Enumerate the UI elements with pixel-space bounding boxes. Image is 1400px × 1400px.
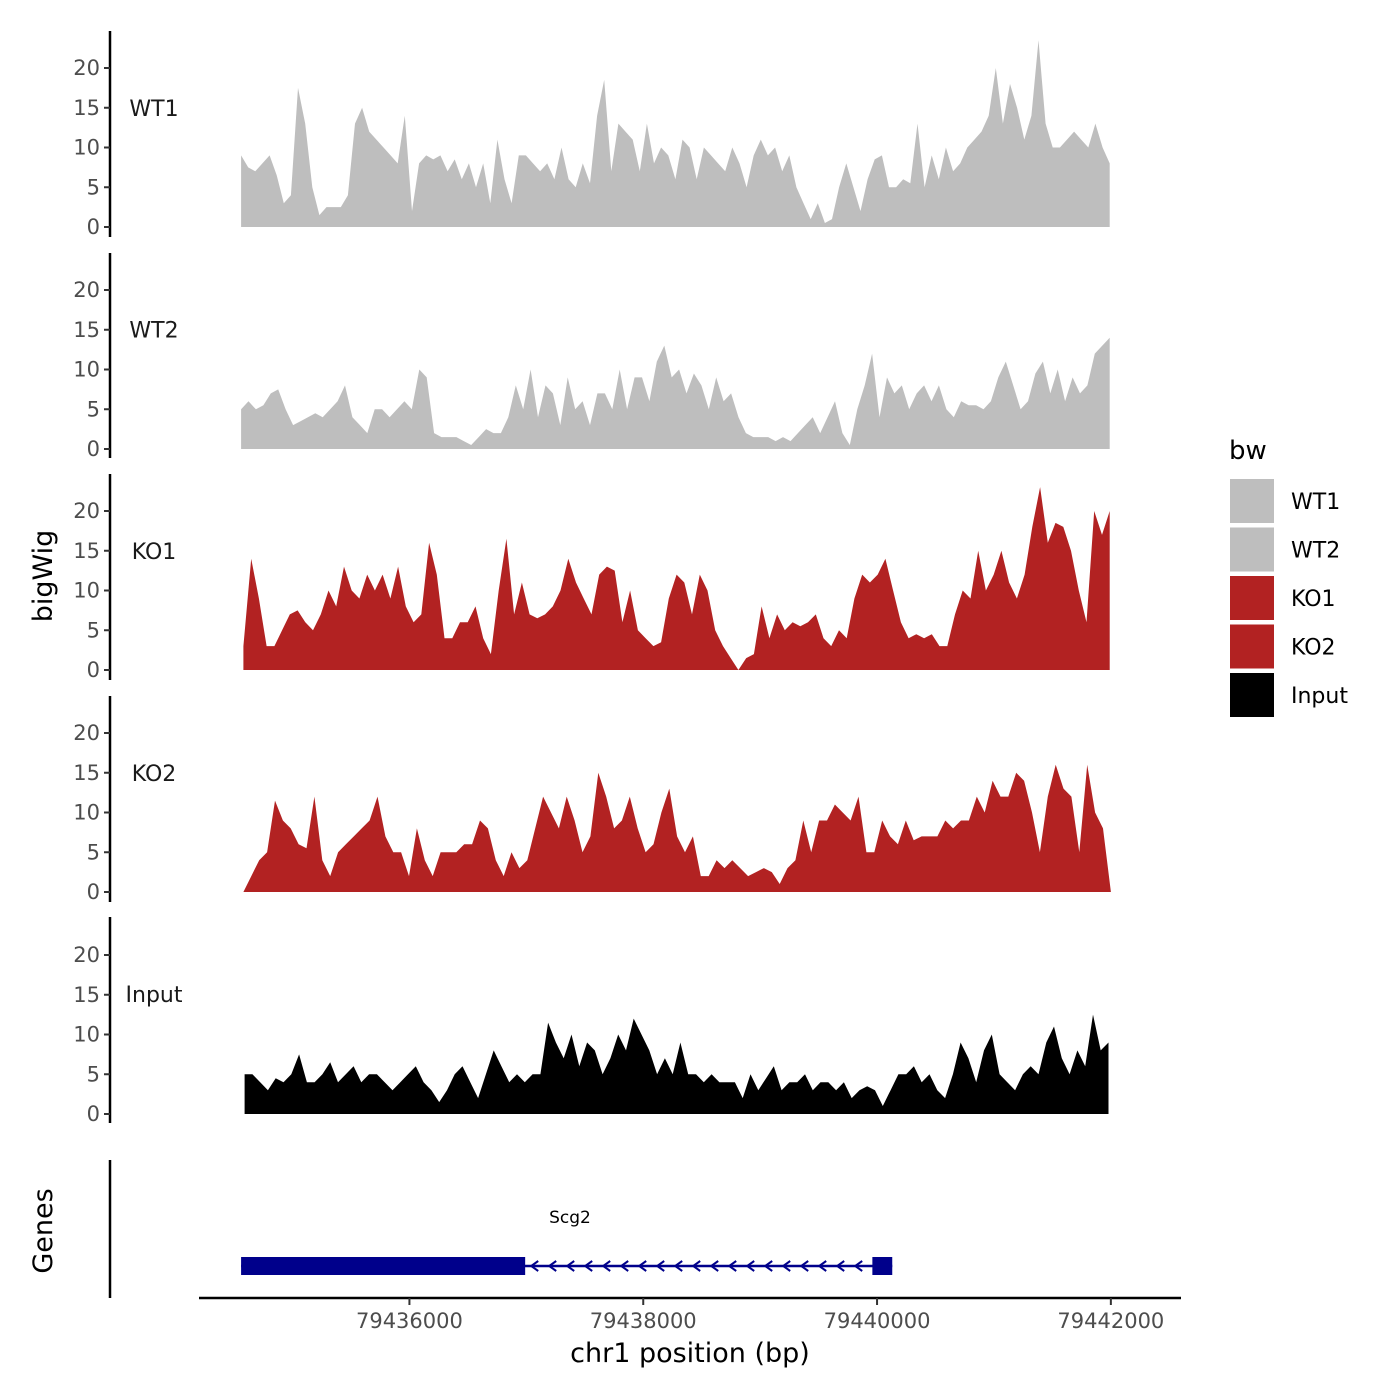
track-label: WT2 [129, 319, 178, 344]
track-wt2: 0 5 10 15 20 WT2 [73, 253, 1110, 461]
y-tick-label: 20 [73, 56, 100, 80]
track-wt1: 0 5 10 15 20 WT1 [73, 31, 1110, 239]
y-tick-label: 10 [73, 801, 100, 825]
legend-key-ko1 [1230, 576, 1274, 620]
y-tick-label: 0 [87, 880, 100, 904]
gene-label: Scg2 [549, 1208, 591, 1228]
y-tick-label: 20 [73, 943, 100, 967]
x-axis-title: chr1 position (bp) [570, 1338, 810, 1369]
y-tick-label: 10 [73, 358, 100, 382]
strand-arrow [745, 1260, 755, 1272]
track-label: WT1 [129, 97, 178, 122]
y-tick-label: 0 [87, 1102, 100, 1126]
y-tick-label: 10 [73, 1023, 100, 1047]
y-tick-label: 10 [73, 579, 100, 603]
strand-arrow [673, 1260, 683, 1272]
y-tick-label: 15 [73, 761, 100, 785]
y-tick-label: 5 [87, 1062, 100, 1086]
legend-key-ko2 [1230, 624, 1274, 669]
legend-label-ko2: KO2 [1291, 636, 1336, 661]
legend-label-wt2: WT2 [1291, 539, 1340, 564]
y-tick-label: 15 [73, 96, 100, 120]
strand-arrow [601, 1260, 611, 1272]
genes-panel: Scg2 [108, 1160, 893, 1298]
legend-key-wt1 [1230, 479, 1274, 523]
y-axis-title: bigWig [28, 530, 59, 623]
track-label: KO2 [132, 762, 177, 787]
strand-arrow [655, 1260, 665, 1272]
strand-arrow [583, 1260, 593, 1272]
y-tick-label: 20 [73, 499, 100, 523]
strand-arrow [565, 1260, 575, 1272]
legend: WT1 WT2 KO1 KO2 Input [1230, 479, 1348, 717]
y-tick-label: 20 [73, 721, 100, 745]
strand-arrow [709, 1260, 719, 1272]
y-tick-label: 0 [87, 658, 100, 682]
y-tick-label: 15 [73, 983, 100, 1007]
legend-label-wt1: WT1 [1291, 490, 1340, 515]
y-tick-label: 5 [87, 397, 100, 421]
x-tick-label: 79438000 [590, 1309, 697, 1333]
genes-axis-title: Genes [28, 1188, 59, 1273]
y-tick-label: 15 [73, 539, 100, 563]
y-tick-label: 5 [87, 840, 100, 864]
legend-key-input [1230, 673, 1274, 717]
y-tick-label: 0 [87, 215, 100, 239]
strand-arrow [529, 1260, 539, 1272]
gene-exon-1 [241, 1257, 526, 1275]
track-ko2: 0 5 10 15 20 KO2 [73, 696, 1111, 904]
legend-label-ko1: KO1 [1291, 587, 1336, 612]
y-tick-label: 20 [73, 278, 100, 302]
x-tick-label: 79436000 [356, 1309, 463, 1333]
signal-area-input [244, 1014, 1109, 1114]
legend-label-input: Input [1291, 684, 1348, 709]
signal-area-ko1 [243, 487, 1110, 670]
x-tick-label: 79440000 [824, 1309, 931, 1333]
x-axis: 79436000 79438000 79440000 79442000 [199, 1296, 1181, 1333]
strand-arrow [817, 1260, 827, 1272]
gene-exon-2 [872, 1257, 893, 1275]
strand-arrow [853, 1260, 863, 1272]
strand-arrow [547, 1260, 557, 1272]
signal-area-wt2 [241, 337, 1110, 449]
strand-arrow [799, 1260, 809, 1272]
legend-title: bw [1229, 436, 1267, 466]
track-label: Input [126, 983, 183, 1008]
track-input: 0 5 10 15 20 Input [73, 917, 1109, 1126]
strand-arrow [619, 1260, 629, 1272]
signal-area-wt1 [241, 40, 1110, 228]
y-tick-label: 5 [87, 618, 100, 642]
strand-arrow [763, 1260, 773, 1272]
strand-arrow [691, 1260, 701, 1272]
legend-key-wt2 [1230, 527, 1274, 572]
y-tick-label: 15 [73, 318, 100, 342]
strand-arrow [727, 1260, 737, 1272]
track-label: KO1 [132, 540, 177, 565]
strand-arrow [781, 1260, 791, 1272]
signal-area-ko2 [243, 764, 1111, 892]
y-tick-label: 0 [87, 437, 100, 461]
track-ko1: 0 5 10 15 20 KO1 [73, 474, 1110, 682]
strand-arrow [835, 1260, 845, 1272]
strand-arrow [637, 1260, 647, 1272]
x-tick-label: 79442000 [1057, 1309, 1164, 1333]
y-tick-label: 5 [87, 175, 100, 199]
signal-tracks: 0 5 10 15 20 WT1 0 5 10 15 20 WT2 0 5 10 15 20 KO1 0 5 10 15 2… [73, 31, 1111, 1126]
y-tick-label: 10 [73, 136, 100, 160]
